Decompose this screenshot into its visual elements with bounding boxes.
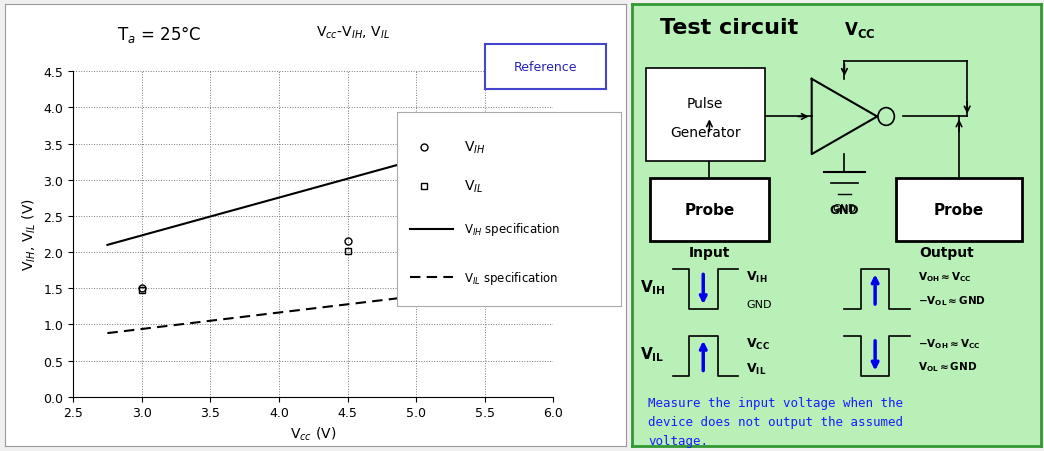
Text: $\mathbf{V_{CC}}$: $\mathbf{V_{CC}}$ — [845, 20, 876, 40]
Text: $\mathbf{V_{IL}}$: $\mathbf{V_{IL}}$ — [746, 361, 766, 376]
Text: Generator: Generator — [670, 126, 740, 140]
Text: V$_{cc}$-V$_{IH}$, V$_{IL}$: V$_{cc}$-V$_{IH}$, V$_{IL}$ — [315, 24, 389, 41]
Text: V$_{IL}$: V$_{IL}$ — [464, 178, 483, 195]
FancyBboxPatch shape — [646, 69, 764, 161]
Text: Test circuit: Test circuit — [660, 18, 799, 38]
Text: $\mathbf{V_{IH}}$: $\mathbf{V_{IH}}$ — [640, 278, 666, 297]
Text: Probe: Probe — [934, 202, 984, 217]
Text: Probe: Probe — [684, 202, 735, 217]
Text: $\mathbf{V_{CC}}$: $\mathbf{V_{CC}}$ — [746, 336, 770, 351]
Text: V$_{IL}$ specification: V$_{IL}$ specification — [464, 269, 559, 286]
Text: Measure the input voltage when the
device does not output the assumed
voltage.: Measure the input voltage when the devic… — [648, 396, 903, 446]
Text: V$_{IH}$ specification: V$_{IH}$ specification — [464, 221, 560, 238]
Y-axis label: V$_{IH}$, V$_{IL}$ (V): V$_{IH}$, V$_{IL}$ (V) — [21, 198, 38, 271]
Text: T$_a$ = 25°C: T$_a$ = 25°C — [117, 24, 201, 46]
Text: Input: Input — [689, 245, 730, 259]
Text: $\mathbf{-V_{OH} \approx V_{CC}}$: $\mathbf{-V_{OH} \approx V_{CC}}$ — [918, 336, 980, 350]
Text: Pulse: Pulse — [687, 97, 723, 111]
FancyBboxPatch shape — [896, 179, 1022, 241]
Text: GND: GND — [832, 203, 856, 213]
Text: $\mathbf{-V_{OL} \approx GND}$: $\mathbf{-V_{OL} \approx GND}$ — [918, 294, 987, 307]
Text: $\mathbf{V_{OL} \approx GND}$: $\mathbf{V_{OL} \approx GND}$ — [918, 360, 977, 373]
Text: $\mathbf{V_{IH}}$: $\mathbf{V_{IH}}$ — [746, 270, 767, 285]
Text: Reference: Reference — [514, 61, 577, 74]
Text: GND: GND — [830, 203, 859, 216]
Text: V$_{IH}$: V$_{IH}$ — [464, 139, 485, 156]
Text: $\mathbf{V_{IL}}$: $\mathbf{V_{IL}}$ — [640, 345, 664, 363]
Text: Output: Output — [920, 245, 974, 259]
Text: GND: GND — [746, 299, 772, 309]
FancyBboxPatch shape — [650, 179, 768, 241]
Text: $\mathbf{V_{OH} \approx V_{CC}}$: $\mathbf{V_{OH} \approx V_{CC}}$ — [918, 270, 972, 284]
X-axis label: V$_{cc}$ (V): V$_{cc}$ (V) — [290, 425, 336, 442]
